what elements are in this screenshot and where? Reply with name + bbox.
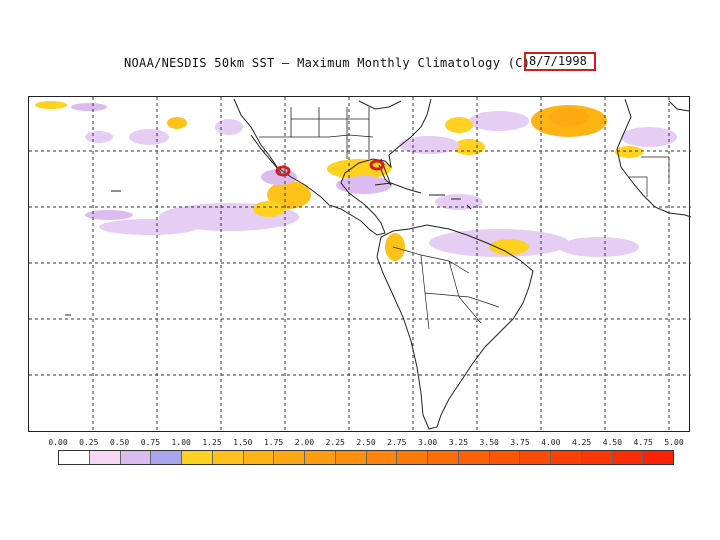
patch (267, 181, 311, 209)
state-borders (259, 107, 374, 159)
legend-tick-label: 0.75 (140, 438, 161, 447)
legend-tick-label: 4.50 (602, 438, 623, 447)
islands (65, 190, 121, 316)
patch (215, 119, 243, 135)
coast-africa (616, 98, 691, 218)
country-borders-sa (392, 246, 500, 330)
coast-south-america (376, 224, 534, 430)
legend-swatch (335, 451, 367, 464)
patch (85, 210, 133, 220)
patch (71, 103, 107, 111)
legend-swatch (489, 451, 521, 464)
legend-tick-label: 1.00 (171, 438, 191, 447)
color-scale-bar (58, 450, 674, 465)
legend-tick-label: 3.00 (417, 438, 438, 447)
legend-tick-label: 2.50 (356, 438, 376, 447)
legend-swatch (581, 451, 613, 464)
legend-swatch (643, 451, 673, 464)
legend-swatch (212, 451, 244, 464)
patch (129, 129, 169, 145)
legend-swatch (366, 451, 398, 464)
patch (385, 233, 405, 261)
patch (167, 117, 187, 129)
legend-swatch (120, 451, 152, 464)
map-title: NOAA/NESDIS 50km SST — Maximum Monthly C… (124, 56, 531, 70)
legend-swatch (151, 451, 182, 464)
legend-tick-label: 3.75 (510, 438, 530, 447)
patch (35, 101, 67, 109)
coastlines (65, 98, 691, 430)
legend-swatch (612, 451, 644, 464)
legend-tick-label: 1.25 (202, 438, 222, 447)
legend-swatch (458, 451, 490, 464)
patch (615, 146, 643, 158)
patch (99, 219, 199, 235)
legend-tick-label: 0.50 (109, 438, 130, 447)
legend-tick-label: 2.00 (294, 438, 315, 447)
legend-swatch (59, 451, 90, 464)
coast-europe (668, 100, 690, 112)
coast-baja (250, 134, 282, 174)
legend-tick-label: 2.75 (387, 438, 407, 447)
hotspot-markers (275, 159, 385, 177)
legend-swatch (89, 451, 121, 464)
legend-tick-label: 3.50 (479, 438, 499, 447)
legend-tick-label: 2.25 (325, 438, 345, 447)
map-date-highlight: 8/7/1998 (524, 52, 596, 71)
patch (621, 127, 677, 147)
patch (445, 117, 473, 133)
patch (469, 111, 529, 131)
legend-tick-label: 1.50 (233, 438, 253, 447)
map-title-row: NOAA/NESDIS 50km SST — Maximum Monthly C… (0, 52, 720, 76)
legend-swatch (397, 451, 428, 464)
legend-swatch (274, 451, 305, 464)
legend-tick-label: 4.25 (571, 438, 592, 447)
patch (435, 194, 483, 210)
legend-swatch (520, 451, 551, 464)
legend-swatch (243, 451, 275, 464)
patch (253, 201, 285, 217)
hotspot-marker-west-mexico (275, 165, 291, 177)
legend-tick-label: 5.00 (664, 438, 684, 447)
legend-tick-label: 0.25 (79, 438, 99, 447)
hotspot-marker-florida (369, 159, 385, 171)
coast-antilles (429, 194, 472, 210)
legend-swatch (182, 451, 213, 464)
patch (399, 136, 459, 154)
legend-tick-label: 4.75 (633, 438, 653, 447)
patch (85, 131, 113, 143)
patch (489, 239, 529, 255)
patch (549, 108, 589, 126)
coast-florida (378, 158, 392, 186)
patch (327, 159, 391, 179)
legend-swatch (551, 451, 582, 464)
legend-tick-label: 0.00 (48, 438, 68, 447)
country-borders-africa (629, 156, 670, 197)
legend-tick-label: 3.25 (448, 438, 469, 447)
legend-tick-label: 1.75 (263, 438, 284, 447)
legend-swatch (428, 451, 459, 464)
map-canvas (29, 97, 691, 433)
coast-cuba (374, 182, 422, 194)
legend-labels: 0.00 0.25 0.50 0.75 1.00 1.25 1.50 1.75 2.00 2.25… (44, 438, 684, 450)
sst-map (28, 96, 691, 433)
great-lakes (358, 100, 402, 110)
lat-lon-grid (29, 97, 691, 433)
anomaly-patches (35, 101, 677, 261)
patch (559, 237, 639, 257)
legend-swatch (305, 451, 336, 464)
patch (336, 176, 392, 194)
legend-tick-label: 4.00 (541, 438, 561, 447)
